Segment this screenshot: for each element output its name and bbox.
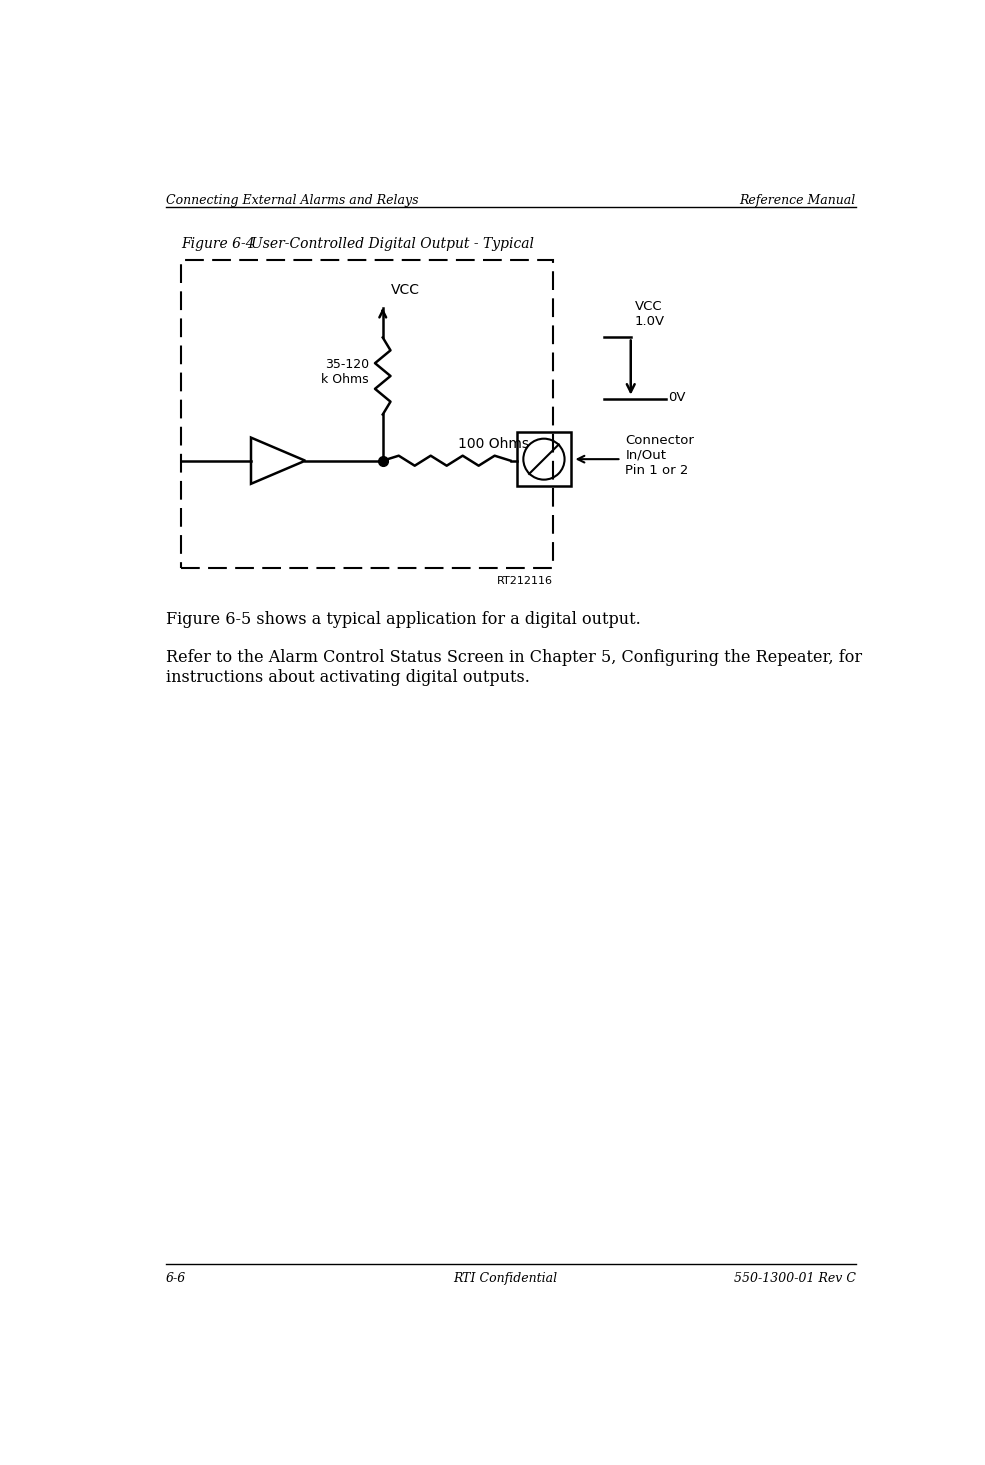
Text: VCC: VCC [390,283,420,297]
Text: 6-6: 6-6 [165,1272,186,1285]
Text: RTI Confidential: RTI Confidential [453,1272,557,1285]
Text: 550-1300-01 Rev C: 550-1300-01 Rev C [734,1272,856,1285]
Text: Connector
In/Out
Pin 1 or 2: Connector In/Out Pin 1 or 2 [625,434,694,476]
Text: 35-120
k Ohms: 35-120 k Ohms [321,357,368,387]
Text: 100 Ohms: 100 Ohms [458,438,529,451]
Text: Connecting External Alarms and Relays: Connecting External Alarms and Relays [165,193,419,207]
Text: VCC
1.0V: VCC 1.0V [634,300,665,328]
Text: 0V: 0V [668,391,686,404]
Text: User-Controlled Digital Output - Typical: User-Controlled Digital Output - Typical [251,237,534,252]
Text: Figure 6-5 shows a typical application for a digital output.: Figure 6-5 shows a typical application f… [165,611,640,628]
Text: Figure 6-4: Figure 6-4 [181,237,255,252]
Bar [517,432,571,486]
Text: Reference Manual: Reference Manual [740,193,856,207]
Text: Refer to the Alarm Control Status Screen in Chapter 5, Configuring the Repeater,: Refer to the Alarm Control Status Screen… [165,649,862,686]
Text: RT212116: RT212116 [497,576,554,586]
